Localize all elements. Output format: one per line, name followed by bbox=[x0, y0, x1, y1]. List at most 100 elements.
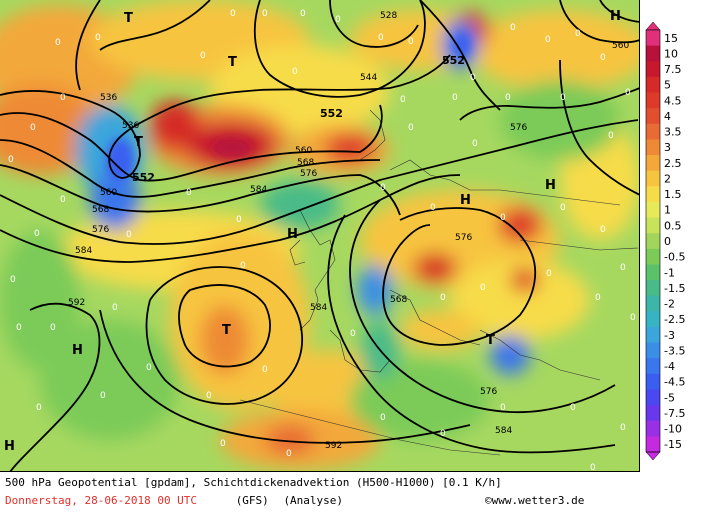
zero-label: 0 bbox=[630, 313, 636, 323]
scale-swatch bbox=[646, 405, 660, 422]
caption-title: 500 hPa Geopotential [gpdam], Schichtdic… bbox=[5, 476, 502, 489]
scale-swatch bbox=[646, 186, 660, 203]
scale-swatch bbox=[646, 170, 660, 187]
scale-swatch bbox=[646, 342, 660, 359]
high-symbol: H bbox=[610, 9, 621, 24]
zero-label: 0 bbox=[472, 139, 478, 149]
scale-swatch bbox=[646, 280, 660, 297]
scale-swatch bbox=[646, 233, 660, 250]
contour-label-592: 592 bbox=[68, 298, 85, 308]
zero-label: 0 bbox=[500, 213, 506, 223]
contour-label-576: 576 bbox=[92, 225, 109, 235]
scale-swatch bbox=[646, 217, 660, 234]
scale-label: 0.5 bbox=[664, 219, 682, 232]
contour-labels: 528 536 536 544 552 552 552 560 560 568 … bbox=[68, 11, 629, 451]
scale-bottom-arrow bbox=[645, 451, 661, 461]
scale-label: 0 bbox=[664, 235, 671, 248]
contour-label-576: 576 bbox=[510, 123, 527, 133]
scale-swatch bbox=[646, 155, 660, 172]
contour-label-560: 560 bbox=[612, 41, 629, 51]
zero-label: 0 bbox=[55, 38, 61, 48]
zero-label: 0 bbox=[146, 363, 152, 373]
zero-label: 0 bbox=[100, 391, 106, 401]
high-symbol: H bbox=[460, 193, 471, 208]
contour-label-536: 536 bbox=[122, 121, 139, 131]
scale-swatch bbox=[646, 76, 660, 94]
zero-label: 0 bbox=[186, 188, 192, 198]
geopotential-contours bbox=[0, 0, 639, 471]
zero-label: 0 bbox=[452, 93, 458, 103]
zero-label: 0 bbox=[608, 131, 614, 141]
scale-swatch bbox=[646, 201, 660, 219]
zero-label: 0 bbox=[546, 269, 552, 279]
zero-label: 0 bbox=[16, 323, 22, 333]
zero-label: 0 bbox=[335, 15, 341, 25]
scale-swatch bbox=[646, 311, 660, 328]
scale-label: 3 bbox=[664, 141, 671, 154]
zero-label: 0 bbox=[220, 439, 226, 449]
zero-label: 0 bbox=[36, 403, 42, 413]
pressure-symbols: T T T T T H H H H H H bbox=[4, 9, 621, 454]
scale-border bbox=[645, 29, 661, 453]
zero-label: 0 bbox=[292, 67, 298, 77]
zero-label: 0 bbox=[380, 183, 386, 193]
scale-swatch bbox=[646, 420, 660, 437]
scale-swatch bbox=[646, 30, 660, 47]
trough-symbol: T bbox=[124, 11, 133, 26]
scale-swatch bbox=[646, 139, 660, 156]
contour-label-544: 544 bbox=[360, 73, 377, 83]
contour-label-592: 592 bbox=[325, 441, 342, 451]
scale-label: -10 bbox=[664, 423, 682, 436]
scale-label: 1.5 bbox=[664, 188, 682, 201]
zero-label: 0 bbox=[10, 275, 16, 285]
scale-swatch bbox=[646, 436, 660, 453]
zero-label: 0 bbox=[620, 423, 626, 433]
zero-label: 0 bbox=[500, 403, 506, 413]
scale-label: -1.5 bbox=[664, 282, 685, 295]
scale-label: -0.5 bbox=[664, 251, 685, 264]
scale-swatch bbox=[646, 108, 660, 125]
scale-label: -4 bbox=[664, 360, 675, 373]
scale-label: 5 bbox=[664, 79, 671, 92]
contour-label-528: 528 bbox=[380, 11, 397, 21]
zero-label: 0 bbox=[8, 155, 14, 165]
zero-label: 0 bbox=[480, 283, 486, 293]
contour-label-584: 584 bbox=[310, 303, 327, 313]
scale-label: 2.5 bbox=[664, 157, 682, 170]
zero-label: 0 bbox=[126, 230, 132, 240]
contour-label-536: 536 bbox=[100, 93, 117, 103]
contour-label-584: 584 bbox=[495, 426, 512, 436]
caption-info-line: Donnerstag, 28-06-2018 00 UTC (GFS) (Ana… bbox=[5, 494, 584, 507]
advection-field bbox=[0, 0, 639, 471]
scale-swatch bbox=[646, 123, 660, 140]
zero-label: 0 bbox=[440, 293, 446, 303]
zero-line-labels: 0 0 0 0 0 0 0 0 0 0 0 0 0 0 0 0 0 0 0 0 0 0 0 0 0 0 0 0 0 0 0 0 0 0 0 0 0 0 0 0… bbox=[8, 9, 636, 471]
zero-label: 0 bbox=[240, 261, 246, 271]
trough-symbol: T bbox=[134, 135, 143, 150]
zero-label: 0 bbox=[408, 37, 414, 47]
zero-label: 0 bbox=[350, 329, 356, 339]
zero-label: 0 bbox=[200, 51, 206, 61]
scale-label: -3 bbox=[664, 329, 675, 342]
scale-swatch bbox=[646, 358, 660, 375]
zero-label: 0 bbox=[34, 229, 40, 239]
scale-swatch bbox=[646, 295, 660, 312]
trough-symbol: T bbox=[486, 333, 495, 348]
zero-label: 0 bbox=[50, 323, 56, 333]
scale-label: 2 bbox=[664, 172, 671, 185]
zero-label: 0 bbox=[440, 429, 446, 439]
scale-label: -5 bbox=[664, 391, 675, 404]
zero-label: 0 bbox=[380, 413, 386, 423]
scale-label: -1 bbox=[664, 266, 675, 279]
scale-swatch bbox=[646, 45, 660, 62]
contour-label-552: 552 bbox=[132, 171, 155, 184]
zero-label: 0 bbox=[236, 215, 242, 225]
scale-label: 4.5 bbox=[664, 94, 682, 107]
zero-label: 0 bbox=[600, 53, 606, 63]
scale-label: 7.5 bbox=[664, 63, 682, 76]
scale-label: -3.5 bbox=[664, 344, 685, 357]
contour-label-552: 552 bbox=[442, 54, 465, 67]
contour-label-568: 568 bbox=[92, 205, 109, 215]
zero-label: 0 bbox=[595, 293, 601, 303]
zero-label: 0 bbox=[505, 93, 511, 103]
